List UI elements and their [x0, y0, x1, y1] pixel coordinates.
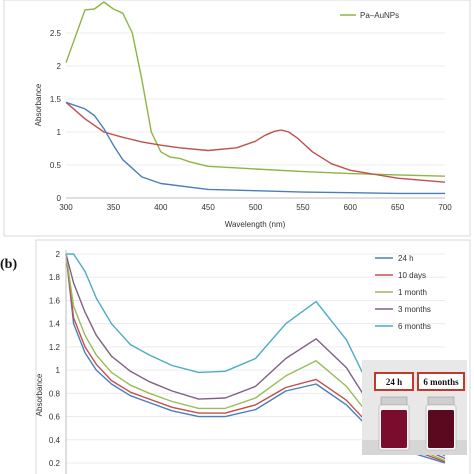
- vial-24h-liquid: [381, 410, 407, 448]
- panel-a-y-axis-label: Absorbance: [34, 83, 43, 126]
- panel-b-legend-label: 24 h: [398, 254, 414, 263]
- panel-a-x-tick-label: 550: [296, 203, 310, 212]
- panel-a-frame: [3, 0, 471, 237]
- panel-b-y-tick-label: 0.8: [49, 389, 61, 398]
- panel-a-y-tick-label: 1: [57, 128, 62, 137]
- vial-6months-label: 6 months: [423, 377, 459, 387]
- panel-a-x-tick-label: 650: [391, 203, 405, 212]
- panel-a-x-tick-label: 700: [438, 203, 452, 212]
- panel-a-y-tick-label: 0: [57, 194, 62, 203]
- panel-a-x-tick-label: 400: [154, 203, 168, 212]
- panel-b-y-tick-label: 1: [56, 366, 61, 375]
- panel-a-y-tick-label: 0.5: [50, 161, 62, 170]
- panel-a-series-line-2: [65, 101, 445, 195]
- panel-a-x-tick-label: 350: [107, 203, 121, 212]
- panel-b-y-tick-label: 1.2: [49, 343, 61, 352]
- panel-b-y-tick-label: 1.6: [49, 296, 61, 305]
- vial-6months-label-box: [417, 372, 465, 391]
- panel-a-legend-label: Pa–AuNPs: [360, 11, 399, 20]
- panel-b-legend-label: 1 month: [398, 288, 427, 297]
- panel-b-y-tick-label: 0.6: [49, 413, 61, 422]
- panel-a-x-tick-label: 600: [344, 203, 358, 212]
- panel-b-legend: 24 h 10 days 1 month 3 months 6 months: [375, 254, 431, 331]
- panel-b-label: (b): [0, 257, 17, 272]
- panel-a-x-tick-label: 500: [249, 203, 263, 212]
- panel-b-y-tick-label: 2: [56, 250, 61, 259]
- panel-a-legend: Pa–AuNPs: [340, 11, 399, 20]
- panel-b-y-tick-label: 0.4: [49, 436, 61, 445]
- panel-b-legend-label: 3 months: [398, 305, 431, 314]
- panel-b-y-axis-label: Absorbance: [35, 373, 44, 416]
- panel-b-y-tick-label: 1.4: [49, 320, 61, 329]
- panel-a-y-tick-label: 2: [57, 62, 62, 71]
- vials-photo: 24 h 6 months: [362, 360, 467, 455]
- vial-24h-label-box: [374, 372, 414, 391]
- panel-b-chart: 0.2 0.4 0.6 0.8 1 1.2 1.4 1.6 1.8 2 Absorbance 24…: [35, 239, 471, 474]
- vial-24h-cap: [380, 396, 408, 406]
- panel-b-y-tick-label: 1.8: [49, 273, 61, 282]
- panel-a-chart: 0 0.5 1 1.5 2 2.5 300 350 400 450 500 550 600 650 700…: [3, 0, 471, 237]
- panel-a-x-tick-label: 450: [201, 203, 215, 212]
- vial-6months-cap: [427, 396, 455, 406]
- panel-b-y-tick-label: 0.2: [49, 459, 61, 468]
- vial-6months-liquid: [428, 410, 454, 448]
- vial-24h-label: 24 h: [386, 377, 402, 387]
- panel-a-x-axis-label: Wavelength (nm): [225, 220, 286, 229]
- panel-b-legend-label: 10 days: [398, 271, 426, 280]
- panel-b-legend-label: 6 months: [398, 322, 431, 331]
- panel-a-y-tick-label: 1.5: [50, 95, 62, 104]
- panel-a-series-line-1: [65, 101, 446, 183]
- panel-a-series-line-0: [65, 1, 446, 177]
- panel-a-y-tick-label: 2.5: [50, 29, 62, 38]
- panel-b-frame: [35, 239, 471, 474]
- panel-a-x-tick-label: 300: [59, 203, 73, 212]
